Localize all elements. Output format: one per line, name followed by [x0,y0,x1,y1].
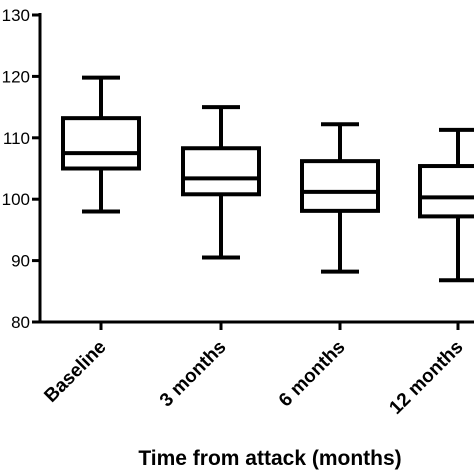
iqr-box [181,146,261,197]
iqr-box [418,164,474,219]
y-tick-label: 120 [2,67,30,86]
y-tick-label: 100 [2,190,30,209]
iqr-box [61,116,141,171]
box-12-months [418,127,474,283]
x-axis: Baseline 3 months 6 months 12 months [40,320,474,419]
box-series [61,75,474,283]
box-baseline [61,75,141,214]
y-tick-label: 90 [11,252,30,271]
y-tick-label: 110 [3,129,30,148]
x-tick-label: Baseline [40,337,110,407]
y-tick-label: 80 [11,313,30,332]
x-axis-label: Time from attack (months) [138,447,401,470]
x-tick-label: 3 months [156,337,231,412]
x-tick-label: 6 months [275,337,350,412]
x-tick-label: 12 months [385,337,467,419]
box-6-months [300,122,380,274]
box-3-months [181,105,261,260]
y-axis: 80 90 100 110 120 130 [2,6,42,332]
y-tick-label: 130 [2,6,30,25]
iqr-box [300,159,380,213]
